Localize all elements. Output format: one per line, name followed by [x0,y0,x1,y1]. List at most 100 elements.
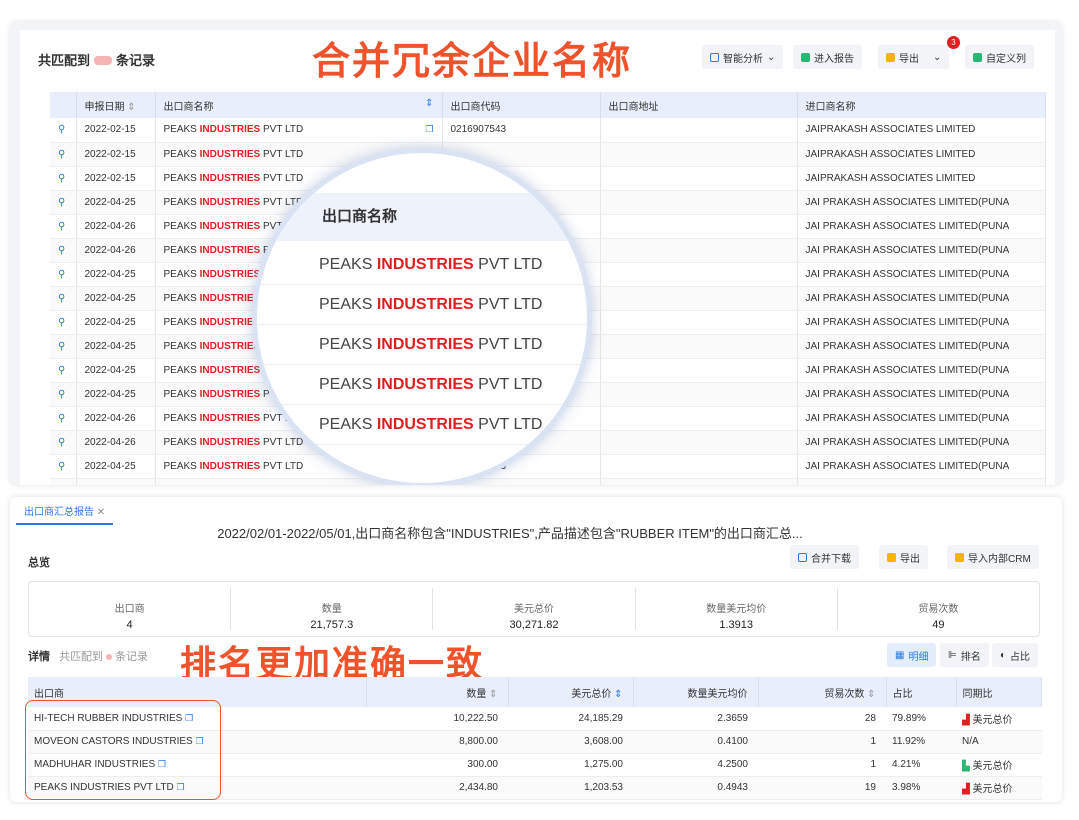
search-icon[interactable]: ⚲ [50,238,77,263]
col-usd-total[interactable]: 美元总价 ⇕ [508,677,634,707]
search-icon[interactable]: ⚲ [50,190,77,215]
cell-importer-name: JAIPRAKASH ASSOCIATES LIMITED [797,118,1046,143]
copy-icon[interactable]: ❒ [185,712,194,723]
cell-importer-name: JAI PRAKASH ASSOCIATES LIMITED(PUNA [797,286,1046,311]
cell-importer-name: JAI PRAKASH ASSOCIATES LIMITED(PUNA [797,358,1046,383]
overview-stats: 出口商 4 数量 21,757.3 美元总价 30,271.82 数量美元均价 1.39… [28,581,1040,637]
table-row[interactable]: ⚲ 2022-02-15 PEAKS INDUSTRIES PVT LTD JA… [50,142,1046,167]
trend-down-icon: ▙ [962,761,970,772]
cell-date: 2022-04-26 [76,478,156,485]
search-icon[interactable]: ⚲ [50,286,77,311]
search-icon[interactable]: ⚲ [50,406,77,431]
cell-date: 2022-04-26 [76,238,156,263]
view-detail-button[interactable]: ▦ 明细 [887,643,937,667]
exporter-summary-panel: 出口商汇总报告 ✕ 2022/02/01-2022/05/01,出口商名称包含"… [10,497,1062,802]
cell-date: 2022-02-15 [76,166,156,191]
view-rank-button[interactable]: ⊫ 排名 [940,643,989,667]
search-icon[interactable]: ⚲ [50,478,77,485]
merge-download-button[interactable]: 合并下载 [790,545,859,569]
cell-exporter-address [600,190,798,215]
table-row[interactable]: MADHUHAR INDUSTRIES ❒ 300.00 1,275.00 4.… [28,753,1042,777]
details-header: 详情 共匹配到 条记录 [28,651,149,663]
view-share-button[interactable]: ◐ 占比 [992,643,1039,667]
tab-exporter-summary[interactable]: 出口商汇总报告 ✕ [16,501,114,525]
cell-date: 2022-04-25 [76,382,156,407]
table-row[interactable]: HI-TECH RUBBER INDUSTRIES ❒ 10,222.50 24… [28,707,1042,731]
copy-icon[interactable]: ❒ [157,759,166,769]
search-icon[interactable]: ⚲ [50,310,77,335]
table-row[interactable]: ⚲ 2022-02-15 PEAKS INDUSTRIES PVT LTD JA… [50,166,1046,191]
magnifier-header: 出口商名称 [257,193,587,241]
cell-date: 2022-04-26 [76,406,156,431]
col-avg-price: 数量美元均价 [633,677,759,707]
magnified-row: PEAKS INDUSTRIES PVT LTD [257,405,587,445]
magnified-row: PEAKS INDUSTRIES PVT LTD [257,245,587,285]
table-row[interactable]: ⚲ 2022-02-15 PEAKS INDUSTRIES PVT LTD ❒ 0… [50,118,1046,143]
search-icon[interactable]: ⚲ [50,166,77,191]
table-row[interactable]: ⚲ 2022-04-25 PEAKS INDUSTRIES PVT LTD❒ 0… [50,454,1046,479]
export-button[interactable]: 导出 ⌄ [878,45,950,69]
search-icon[interactable]: ⚲ [50,118,77,143]
cell-date: 2022-04-25 [76,286,156,311]
col-date[interactable]: 申报日期 ⇕ [76,92,156,118]
magnified-row: PEAKS INDUSTRIES PVT LTD [257,325,587,365]
table-row[interactable]: PEAKS INDUSTRIES PVT LTD ❒ 2,434.80 1,20… [28,776,1042,800]
cell-exporter-address [600,166,798,191]
cell-importer-name: JAI PRAKASH ASSOCIATES LIMITED(PUNA [797,238,1046,263]
cell-exporter-code: 0216907543 [442,478,601,485]
enter-report-button[interactable]: 进入报告 [793,45,862,69]
cell-date: 2022-04-25 [76,334,156,359]
trade-records-panel: 共匹配到 条记录 合并冗余企业名称 智能分析 ⌄ 进入报告 导出 ⌄ 3 自定义列 申… [10,22,1062,485]
cell-exporter[interactable]: MOVEON CASTORS INDUSTRIES ❒ [28,730,366,754]
search-icon[interactable]: ⚲ [50,142,77,167]
cell-importer-name: JAIPRAKASH ASSOCIATES LIMITED [797,166,1046,191]
cell-exporter-address [600,262,798,287]
cell-share: 4.21% [886,753,956,777]
cell-importer-name: JAI PRAKASH ASSOCIATES LIMITED(PUNA [797,190,1046,215]
chevron-down-icon[interactable]: ⌄ [933,51,942,63]
search-icon[interactable]: ⚲ [50,334,77,359]
copy-icon[interactable]: ❒ [425,124,434,135]
crm-icon [955,552,964,562]
cell-share: 11.92% [886,730,956,754]
smart-analysis-button[interactable]: 智能分析 ⌄ [702,45,784,69]
close-icon[interactable]: ✕ [96,507,106,518]
cell-trade-count: 1 [758,730,886,754]
cell-exporter-address [600,382,798,407]
cell-exporter-address [600,478,798,485]
cell-date: 2022-04-26 [76,214,156,239]
stat-avg-price: 数量美元均价 1.3913 [636,588,838,631]
search-icon[interactable]: ⚲ [50,382,77,407]
cell-date: 2022-04-25 [76,358,156,383]
cell-exporter[interactable]: MADHUHAR INDUSTRIES ❒ [28,753,366,777]
cell-exporter[interactable]: HI-TECH RUBBER INDUSTRIES ❒ [28,707,366,731]
table-row[interactable]: MOVEON CASTORS INDUSTRIES ❒ 8,800.00 3,6… [28,730,1042,754]
table-row[interactable]: ⚲ 2022-04-26 PEAKS INDUSTRIES PVT LTD❒ 0… [50,478,1046,485]
trend-up-icon: ▟ [962,714,970,726]
cell-exporter[interactable]: PEAKS INDUSTRIES PVT LTD ❒ [28,776,366,800]
cell-importer-name: JAI PRAKASH ASSOCIATES LIMITED(PUNA [797,478,1046,485]
cell-exporter-name[interactable]: PEAKS INDUSTRIES PVT LTD❒ [155,118,443,143]
search-icon[interactable]: ⚲ [50,358,77,383]
col-trade-count[interactable]: 贸易次数 ⇕ [758,677,887,707]
search-icon[interactable]: ⚲ [50,214,77,239]
cell-importer-name: JAI PRAKASH ASSOCIATES LIMITED(PUNA [797,454,1046,479]
copy-icon[interactable]: ❒ [176,782,185,792]
copy-icon[interactable]: ❒ [195,736,204,746]
col-quantity[interactable]: 数量 ⇕ [366,677,509,707]
custom-columns-button[interactable]: 自定义列 [965,45,1034,69]
search-icon[interactable]: ⚲ [50,262,77,287]
col-exporter-code: 出口商代码 [442,92,601,118]
cell-trade-count: 19 [758,776,886,800]
search-icon[interactable]: ⚲ [50,454,77,479]
search-icon[interactable]: ⚲ [50,430,77,455]
col-exporter-name[interactable]: 出口商名称 ⇕ [155,92,443,118]
import-crm-button[interactable]: 导入内部CRM [947,545,1039,569]
stat-usd-total: 美元总价 30,271.82 [433,588,636,631]
col-exporter: 出口商 [28,677,367,707]
export-button[interactable]: 导出 [879,545,928,569]
cell-yoy: ▟ 美元总价 [956,776,1042,800]
rank-icon: ⊫ [948,649,957,661]
cell-yoy: N/A [956,730,1042,754]
cell-yoy: ▙ 美元总价 [956,753,1042,777]
